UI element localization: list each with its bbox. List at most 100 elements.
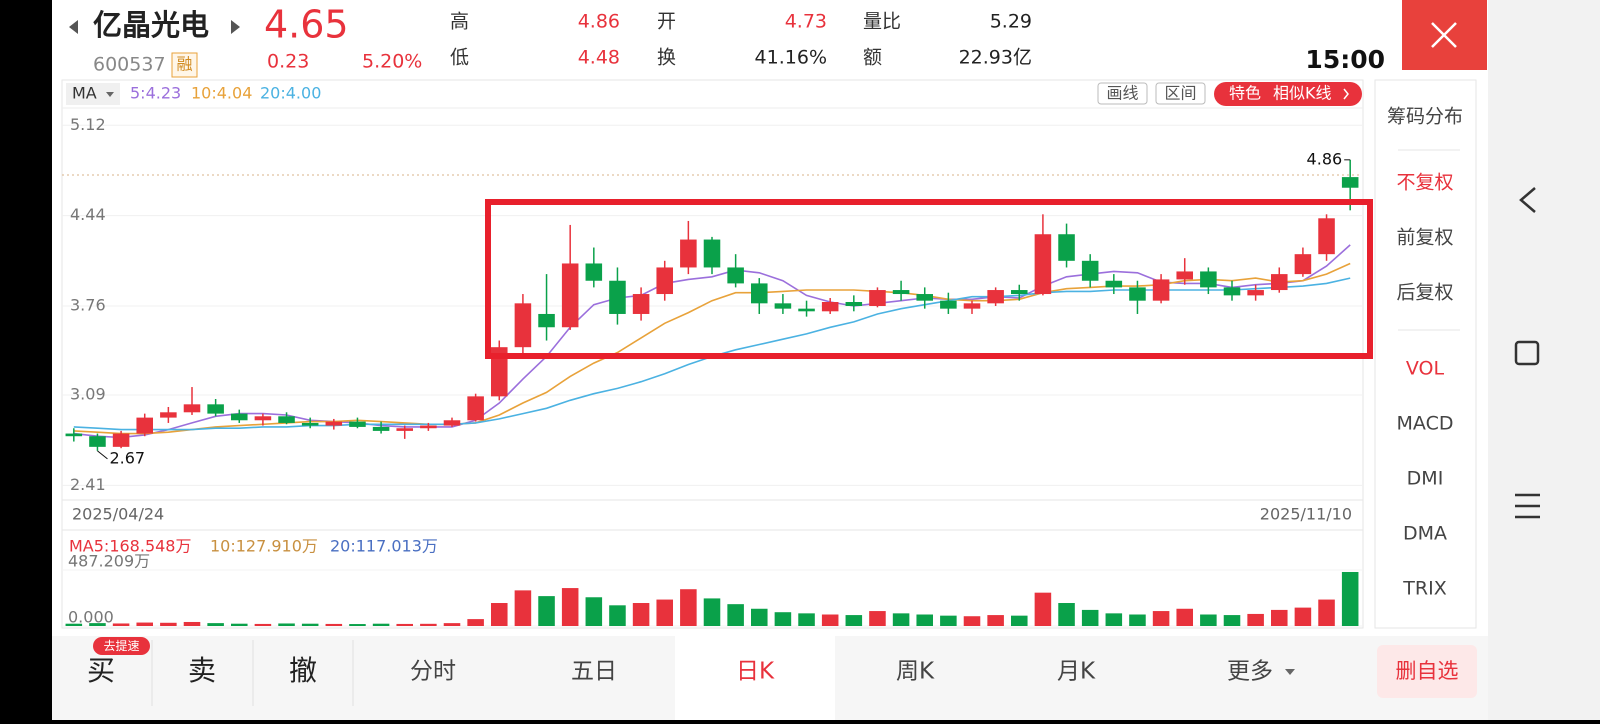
period-tab[interactable]: 月K [1057,659,1096,685]
candle-body [349,421,366,427]
period-tab[interactable]: 五日 [571,659,617,685]
draw-button[interactable] [1097,82,1148,105]
buy-tab[interactable]: 买 [87,654,115,687]
y-tick-label: 3.09 [70,385,106,404]
stat-label: 开 [657,11,676,33]
similar-k-button[interactable] [1214,82,1362,106]
ma-selector[interactable] [66,83,120,105]
candle-body [892,290,910,295]
prev-stock[interactable] [69,20,78,34]
period-tab[interactable]: 分时 [410,659,456,685]
vol-tick-label: 487.209万 [68,552,150,571]
candle-body [443,420,461,426]
candle-body [112,433,130,447]
candle-body [1200,271,1217,288]
volume-bar [278,623,295,626]
volume-bar [751,608,768,626]
app-background [52,0,1488,720]
candle-body [798,308,815,312]
next-stock[interactable] [231,20,240,34]
volume-bar [420,623,437,626]
vol-ma-legend: MA5:168.548万 [69,537,192,556]
side-menu-item[interactable]: VOL [1406,358,1445,380]
volume-bar [916,614,933,626]
time: 15:00 [1305,45,1385,74]
volume-bar [325,623,343,626]
nav-home[interactable] [1514,340,1540,366]
volume-bar [301,623,319,626]
candle-body [136,417,153,434]
candle-body [1081,260,1099,281]
plot: 5.12 4.44 3.76 3.09 2.41 4.86 2.67 487.209万 0.00… [62,115,1362,627]
candle-body [325,421,343,426]
candle-body [1247,290,1264,296]
candle-body [183,404,201,413]
margin-badge: 融 [176,55,192,74]
candle-body [727,267,744,284]
volume-bar [467,619,484,626]
sell-tab[interactable]: 卖 [188,654,216,687]
period-tab[interactable]: 日K [736,659,775,685]
volume-bar [798,613,815,626]
badge [93,637,150,655]
volume-bar [940,615,957,626]
volume-bar [136,622,153,626]
candle-body [372,426,390,431]
volume-bar [443,623,461,626]
period-tab[interactable]: 周K [896,659,935,685]
volume-bar [703,598,721,626]
cancel-tab[interactable]: 撤 [289,654,317,687]
vol-ma-legend: 20:117.013万 [330,537,438,556]
side-menu-item[interactable]: 筹码分布 [1387,106,1463,128]
side-menu-item[interactable]: DMA [1403,523,1447,545]
volume-bar [514,590,532,626]
volume-bar [89,623,106,626]
volume-bar [585,597,603,626]
volume-bar [1058,603,1075,626]
feature-label: 特色 [1229,84,1261,103]
ma-value: 10:4.04 [191,84,252,103]
side-menu-item[interactable]: 后复权 [1396,282,1453,304]
volume-bar [656,599,673,626]
side-menu-item[interactable]: DMI [1407,468,1444,490]
volume-bar [1152,611,1170,626]
volume-bar [372,623,390,626]
high-label: 4.86 [1307,149,1343,168]
side-menu-item[interactable]: MACD [1397,413,1454,435]
stock-code: 600537 [93,54,166,76]
stat-label: 高 [450,11,469,33]
volume-bar [609,605,626,626]
ma-dropdown [106,92,114,97]
candle-body [278,416,295,423]
change-pct: 5.20% [362,51,422,73]
candle-body [656,267,673,295]
period-tab[interactable]: 更多 [1227,659,1273,685]
volume-bar [727,604,744,626]
stat-value: 4.86 [578,11,620,33]
stat-value: 4.48 [578,47,620,69]
candle-body [420,425,437,429]
volume-bar [1081,609,1099,626]
nav-menu[interactable] [1515,493,1540,519]
range-button[interactable] [1155,82,1206,105]
volume-bar [987,615,1004,626]
candle-body [514,303,532,348]
volume-bar [1271,609,1288,626]
volume-bar [349,624,366,626]
x-end: 2025/11/10 [1260,505,1352,524]
vol-ma-legend: 10:127.910万 [210,537,318,556]
side-menu-item[interactable]: TRIX [1402,578,1446,600]
candle-body [160,412,177,418]
nav-back[interactable] [1519,187,1536,213]
side-menu [1374,79,1477,629]
candle-body [254,416,272,421]
volume-bar [1105,613,1123,626]
y-tick-label: 2.41 [70,475,106,494]
side-menu-item[interactable]: 不复权 [1396,172,1453,194]
candle-body [1058,234,1075,261]
side-menu-item[interactable]: 前复权 [1396,227,1453,249]
candle-body [1223,287,1241,296]
candle-body [751,283,768,304]
volume-bar [112,623,130,626]
remove-button[interactable] [1377,645,1477,698]
